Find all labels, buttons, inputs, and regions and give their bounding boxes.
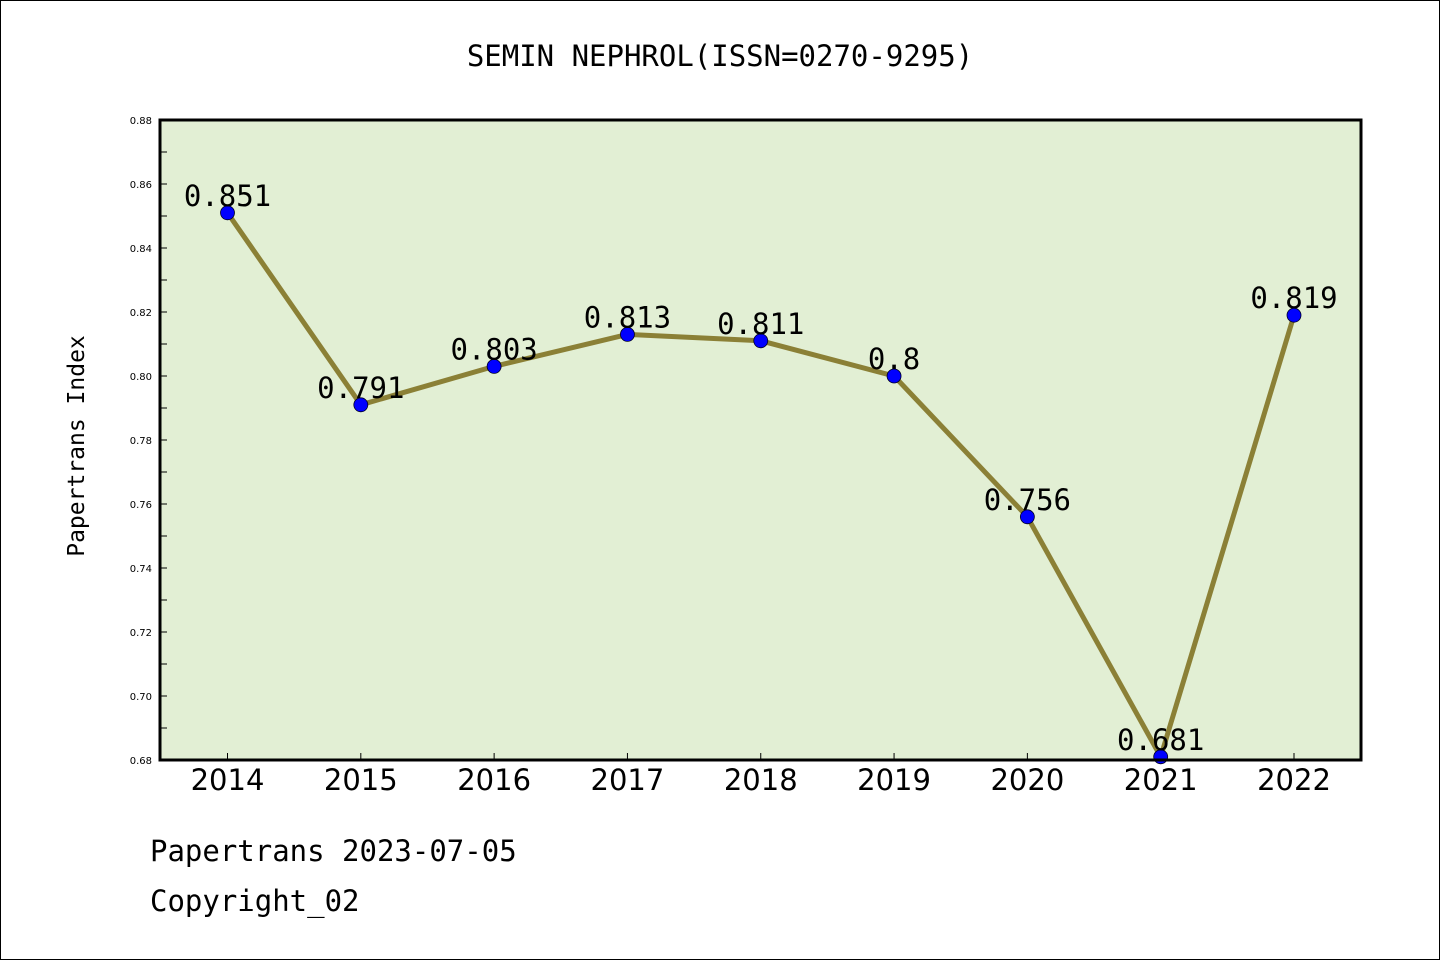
data-label: 0.819 (1250, 281, 1337, 315)
x-tick-label: 2022 (1257, 763, 1331, 797)
x-tick-label: 2021 (1124, 763, 1198, 797)
y-tick-label: 0.74 (130, 564, 152, 575)
y-tick-label: 0.72 (130, 628, 152, 639)
y-tick-label: 0.68 (130, 756, 152, 767)
data-label: 0.851 (184, 179, 271, 213)
data-point (886, 368, 902, 384)
data-label: 0.756 (984, 483, 1071, 517)
footer-source-date: Papertrans 2023-07-05 (150, 834, 517, 868)
plot-area (160, 120, 1361, 760)
x-tick-label: 2019 (857, 763, 931, 797)
chart-title: SEMIN NEPHROL(ISSN=0270-9295) (467, 39, 973, 73)
y-tick-label: 0.78 (130, 436, 152, 447)
footer-copyright: Copyright_02 (150, 884, 360, 918)
data-labels: 0.851 0.791 0.803 0.813 0.811 0.8 0.756 0.681 0.… (184, 179, 1338, 757)
data-point (220, 205, 235, 221)
data-point (1019, 509, 1035, 525)
x-tick-label: 2014 (191, 763, 265, 797)
x-tick-label: 2020 (990, 763, 1064, 797)
data-point (753, 333, 769, 349)
data-label: 0.803 (450, 332, 537, 366)
y-tick-label: 0.86 (130, 180, 152, 191)
data-point (1286, 307, 1302, 323)
y-tick-label: 0.70 (130, 692, 152, 703)
data-point (486, 358, 502, 374)
y-tick-label: 0.84 (130, 244, 152, 255)
data-label: 0.791 (317, 371, 404, 405)
x-tick-label: 2015 (324, 763, 398, 797)
y-tick-label: 0.80 (130, 372, 152, 383)
x-tick-label: 2018 (724, 763, 798, 797)
data-point (353, 397, 369, 413)
data-label: 0.681 (1117, 723, 1204, 757)
x-tick-label: 2017 (591, 763, 665, 797)
y-tick-label: 0.88 (130, 116, 152, 127)
y-tick-label: 0.82 (130, 308, 152, 319)
y-tick-label: 0.76 (130, 500, 152, 511)
data-label: 0.8 (868, 342, 920, 376)
plot-border (158, 118, 1363, 762)
x-tick-label: 2016 (457, 763, 531, 797)
data-label: 0.811 (717, 307, 804, 341)
data-label: 0.813 (584, 300, 671, 334)
data-point (620, 326, 635, 342)
axis-ticks: 0.68 0.70 0.72 0.74 0.76 0.78 0.80 0.82 0.84 0.86… (130, 116, 1331, 797)
y-axis-label: Papertrans Index (64, 335, 90, 557)
